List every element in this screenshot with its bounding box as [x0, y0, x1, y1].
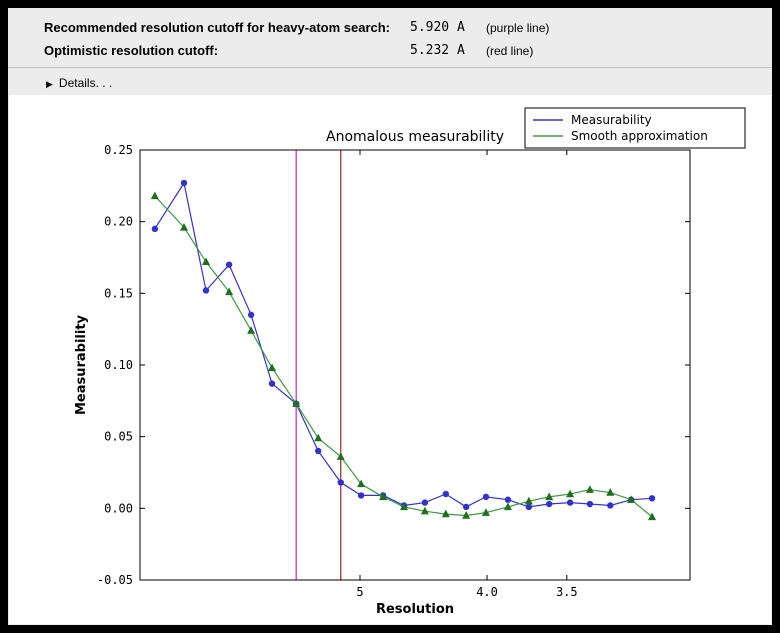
y-tick-label: 0.20 [104, 215, 133, 229]
optimistic-cutoff-value: 5.232 A [410, 43, 465, 58]
data-point-triangle [524, 496, 533, 505]
x-axis-label: Resolution [376, 602, 454, 617]
plot-canvas: 0.25 0.20 0.15 0.10 0.05 0.00 -0.05 5 4.0 3.5 Anom… [9, 95, 771, 624]
data-point-triangle [314, 433, 323, 442]
data-point-circle [546, 500, 553, 508]
data-point-triangle [441, 509, 450, 518]
data-point-circle [607, 502, 614, 509]
data-point-circle [442, 490, 449, 498]
optimistic-cutoff-row: Optimistic resolution cutoff: 5.232 A (r… [8, 43, 772, 61]
data-point-triangle [481, 508, 490, 516]
data-point-triangle [648, 512, 657, 521]
details-disclosure[interactable]: ▶ Details. . . [46, 74, 112, 92]
resolution-cutoff-panel: Recommended resolution cutoff for heavy-… [8, 8, 772, 625]
y-tick-label: 0.10 [104, 358, 133, 372]
y-tick-label: -0.05 [97, 573, 133, 587]
legend-entry-label: Measurability [571, 113, 652, 127]
chart-title: Anomalous measurability [326, 129, 504, 145]
data-point-triangle [545, 492, 554, 501]
optimistic-cutoff-note: (red line) [486, 44, 534, 58]
data-point-circle [225, 261, 233, 268]
data-point-triangle [268, 363, 276, 372]
data-point-circle [268, 380, 276, 387]
data-point-triangle [462, 511, 471, 519]
x-tick-label: 4.0 [476, 585, 498, 599]
data-point-triangle [202, 257, 210, 265]
y-tick-label: 0.00 [104, 501, 133, 515]
data-point-circle [337, 479, 344, 486]
data-point-triangle [180, 223, 188, 231]
y-tick-label: 0.05 [104, 430, 133, 444]
smooth-approximation-series [150, 191, 657, 521]
y-tick-label: 0.15 [104, 286, 133, 300]
optimistic-cutoff-label: Optimistic resolution cutoff: [44, 43, 219, 58]
divider [8, 67, 772, 68]
recommended-cutoff-value: 5.920 A [410, 20, 465, 35]
data-point-circle [504, 496, 512, 503]
data-point-triangle [292, 399, 301, 407]
data-point-triangle [150, 191, 159, 200]
y-tick-label: 0.25 [104, 143, 133, 157]
data-point-triangle [585, 485, 594, 493]
data-point-circle [586, 500, 594, 508]
data-point-circle [566, 499, 574, 506]
data-point-triangle [566, 489, 575, 498]
plot-area [140, 150, 690, 580]
data-point-triangle [606, 488, 615, 496]
data-point-circle [525, 503, 533, 511]
data-point-circle [421, 499, 429, 506]
data-point-triangle [503, 502, 512, 511]
data-point-triangle [225, 287, 234, 296]
x-tick-label: 5 [356, 585, 363, 599]
data-point-circle [357, 492, 365, 499]
details-label: Details. . . [58, 76, 113, 90]
recommended-cutoff-label: Recommended resolution cutoff for heavy-… [44, 20, 391, 35]
recommended-cutoff-note: (purple line) [486, 21, 550, 35]
data-point-circle [247, 311, 255, 319]
data-point-circle [180, 179, 188, 187]
y-axis-label: Measurability [74, 314, 89, 415]
data-point-triangle [379, 492, 388, 501]
data-point-circle [482, 493, 490, 501]
data-point-triangle [336, 452, 345, 460]
disclosure-triangle-icon: ▶ [46, 79, 53, 89]
recommended-cutoff-row: Recommended resolution cutoff for heavy-… [8, 20, 772, 38]
data-point-triangle [627, 495, 636, 503]
anomalous-measurability-chart: 0.25 0.20 0.15 0.10 0.05 0.00 -0.05 5 4.0 3.5 Anom… [9, 95, 771, 624]
data-point-circle [202, 287, 210, 294]
data-point-circle [462, 503, 470, 511]
data-point-triangle [420, 506, 429, 515]
data-point-triangle [357, 479, 366, 488]
legend-entry-label: Smooth approximation [571, 129, 708, 143]
data-point-circle [151, 225, 159, 233]
legend: Measurability Smooth approximation [524, 107, 746, 149]
data-point-triangle [400, 502, 408, 511]
data-point-triangle [247, 326, 256, 334]
data-point-circle [648, 495, 656, 502]
data-point-circle [315, 447, 322, 455]
x-tick-label: 3.5 [556, 585, 578, 599]
